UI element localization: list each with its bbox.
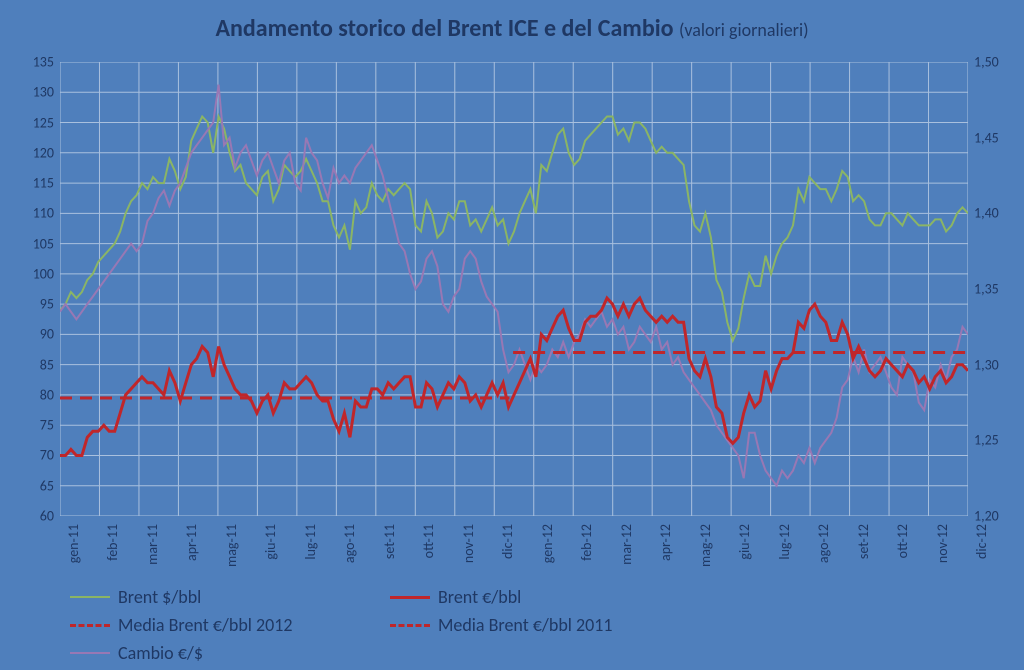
legend-label: Brent $/bbl <box>118 586 201 608</box>
legend-swatch <box>70 652 110 654</box>
x-tick: ott-12 <box>894 524 911 558</box>
y-right-tick: 1,45 <box>974 129 1020 146</box>
legend-item: Media Brent €/bbl 2012 <box>70 614 350 636</box>
x-tick: lug-11 <box>302 524 319 560</box>
y-left-tick: 135 <box>4 54 54 71</box>
y-left-tick: 60 <box>4 508 54 525</box>
x-tick: mar-12 <box>618 524 635 565</box>
x-tick: mag-12 <box>697 524 714 567</box>
x-tick: ott-11 <box>420 524 437 558</box>
x-tick: dic-11 <box>499 524 516 559</box>
title-main: Andamento storico del Brent ICE e del Ca… <box>215 14 673 43</box>
y-left-tick: 105 <box>4 235 54 252</box>
series-line <box>60 117 968 341</box>
legend-label: Media Brent €/bbl 2012 <box>118 614 292 636</box>
legend-item: Brent $/bbl <box>70 586 350 608</box>
legend-swatch <box>390 624 430 627</box>
y-right-tick: 1,30 <box>974 356 1020 373</box>
x-tick: feb-12 <box>578 524 595 561</box>
y-left-tick: 85 <box>4 356 54 373</box>
title-sub: (valori giornalieri) <box>679 19 809 41</box>
x-tick: dic-12 <box>973 524 990 559</box>
legend-swatch <box>70 624 110 627</box>
plot-area <box>60 62 968 516</box>
y-right-tick: 1,40 <box>974 205 1020 222</box>
x-tick: ago-12 <box>815 524 832 563</box>
y-right-tick: 1,35 <box>974 281 1020 298</box>
y-left-tick: 90 <box>4 326 54 343</box>
x-tick: set-12 <box>855 524 872 559</box>
legend-swatch <box>390 596 430 599</box>
legend-swatch <box>70 596 110 598</box>
y-left-tick: 70 <box>4 447 54 464</box>
x-tick: ago-11 <box>341 524 358 563</box>
y-left-tick: 130 <box>4 84 54 101</box>
y-left-tick: 115 <box>4 175 54 192</box>
brent-chart: Andamento storico del Brent ICE e del Ca… <box>0 0 1024 670</box>
y-left-tick: 95 <box>4 296 54 313</box>
y-right-tick: 1,50 <box>974 54 1020 71</box>
x-tick: apr-11 <box>183 524 200 561</box>
y-right-tick: 1,25 <box>974 432 1020 449</box>
legend-label: Brent €/bbl <box>438 586 521 608</box>
x-tick: nov-12 <box>934 524 951 563</box>
x-tick: mag-11 <box>223 524 240 567</box>
chart-title: Andamento storico del Brent ICE e del Ca… <box>0 14 1024 43</box>
x-tick: giu-12 <box>736 524 753 560</box>
y-left-tick: 75 <box>4 417 54 434</box>
y-left-tick: 80 <box>4 386 54 403</box>
x-tick: mar-11 <box>144 524 161 565</box>
x-tick: lug-12 <box>776 524 793 560</box>
x-tick: apr-12 <box>657 524 674 561</box>
plot-svg <box>60 62 968 516</box>
x-tick: gen-12 <box>539 524 556 563</box>
y-left-tick: 125 <box>4 114 54 131</box>
y-left-tick: 100 <box>4 265 54 282</box>
y-left-tick: 110 <box>4 205 54 222</box>
legend-item: Cambio €/$ <box>70 642 350 664</box>
x-tick: nov-11 <box>460 524 477 563</box>
y-left-tick: 65 <box>4 477 54 494</box>
legend-item: Media Brent €/bbl 2011 <box>390 614 670 636</box>
legend-label: Media Brent €/bbl 2011 <box>438 614 612 636</box>
x-tick: gen-11 <box>65 524 82 563</box>
legend-label: Cambio €/$ <box>118 642 203 664</box>
legend: Brent $/bbl Brent €/bbl Media Brent €/bbl … <box>70 586 984 670</box>
y-left-tick: 120 <box>4 144 54 161</box>
x-tick: giu-11 <box>262 524 279 560</box>
x-tick: feb-11 <box>104 524 121 561</box>
x-tick: set-11 <box>381 524 398 559</box>
y-right-tick: 1,20 <box>974 508 1020 525</box>
legend-item: Brent €/bbl <box>390 586 670 608</box>
